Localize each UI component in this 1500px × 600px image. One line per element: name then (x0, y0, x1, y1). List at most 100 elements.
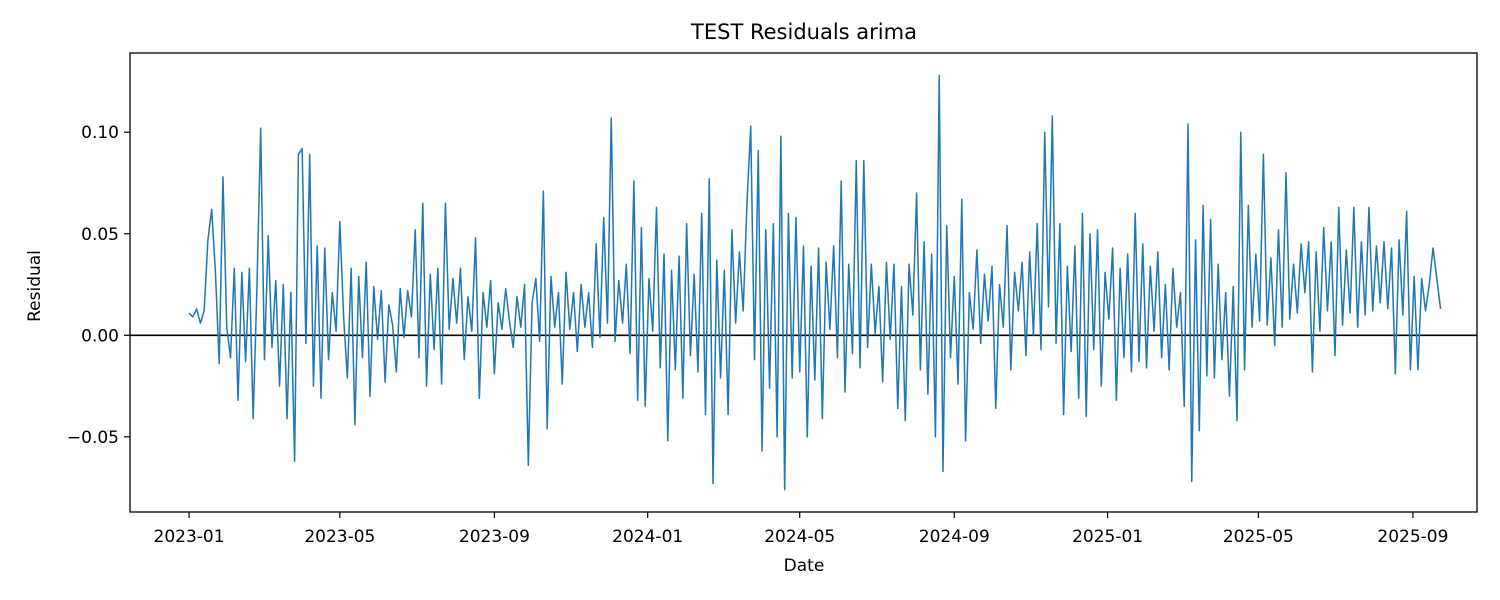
data-point (1191, 481, 1192, 482)
data-point (475, 237, 476, 238)
data-point (999, 284, 1000, 285)
data-point (1376, 245, 1377, 246)
data-point (1410, 369, 1411, 370)
data-point (317, 245, 318, 246)
data-point (1059, 223, 1060, 224)
data-point (351, 268, 352, 269)
data-point (1153, 331, 1154, 332)
data-point (916, 193, 917, 194)
y-tick-label: 0.10 (81, 123, 119, 143)
data-point (332, 292, 333, 293)
data-point (1414, 276, 1415, 277)
data-point (283, 284, 284, 285)
data-point (1357, 327, 1358, 328)
data-point (754, 359, 755, 360)
data-point (882, 381, 883, 382)
data-point (912, 314, 913, 315)
data-point (230, 357, 231, 358)
data-point (464, 359, 465, 360)
chart-title: TEST Residuals arima (690, 20, 917, 44)
data-point (588, 292, 589, 293)
plot-area (130, 74, 1477, 491)
data-point (777, 436, 778, 437)
data-point (290, 292, 291, 293)
x-tick-label: 2024-09 (919, 527, 990, 547)
data-point (1037, 223, 1038, 224)
data-point (1391, 247, 1392, 248)
data-point (1033, 335, 1034, 336)
data-point (969, 292, 970, 293)
data-point (471, 331, 472, 332)
data-point (253, 418, 254, 419)
data-point (607, 323, 608, 324)
data-point (433, 349, 434, 350)
data-point (712, 483, 713, 484)
data-point (192, 316, 193, 317)
data-point (422, 203, 423, 204)
data-point (1289, 318, 1290, 319)
data-point (528, 465, 529, 466)
data-point (1199, 430, 1200, 431)
x-tick-label: 2024-01 (612, 527, 683, 547)
data-point (245, 361, 246, 362)
data-point (1138, 361, 1139, 362)
data-point (1214, 377, 1215, 378)
data-point (1025, 355, 1026, 356)
data-point (848, 264, 849, 265)
data-point (611, 117, 612, 118)
data-point (207, 239, 208, 240)
data-point (1323, 227, 1324, 228)
data-point (1146, 367, 1147, 368)
axes: 2023-01 2023-05 2023-09 2024-01 2024-05 2024-… (67, 52, 1478, 547)
data-point (1003, 327, 1004, 328)
data-point (437, 268, 438, 269)
data-point (569, 329, 570, 330)
data-point (1263, 154, 1264, 155)
data-point (554, 327, 555, 328)
data-point (980, 343, 981, 344)
x-tick-label: 2023-05 (304, 527, 375, 547)
data-point (400, 288, 401, 289)
data-point (735, 323, 736, 324)
data-point (392, 325, 393, 326)
data-point (1440, 308, 1441, 309)
data-point (682, 398, 683, 399)
data-point (1071, 351, 1072, 352)
data-point (268, 235, 269, 236)
data-point (249, 268, 250, 269)
data-point (637, 400, 638, 401)
data-point (950, 357, 951, 358)
data-point (445, 203, 446, 204)
data-point (1123, 357, 1124, 358)
data-point (335, 331, 336, 332)
data-point (535, 278, 536, 279)
data-point (924, 241, 925, 242)
data-point (1436, 278, 1437, 279)
data-point (505, 288, 506, 289)
data-point (663, 253, 664, 254)
data-point (456, 323, 457, 324)
x-axis-title: Date (784, 556, 825, 576)
data-point (1319, 331, 1320, 332)
data-point (388, 304, 389, 305)
data-point (1202, 205, 1203, 206)
data-point (1184, 406, 1185, 407)
data-point (1172, 268, 1173, 269)
data-point (369, 396, 370, 397)
data-point (965, 440, 966, 441)
data-point (890, 339, 891, 340)
data-point (818, 247, 819, 248)
data-point (479, 398, 480, 399)
data-point (633, 180, 634, 181)
data-point (716, 260, 717, 261)
data-point (743, 310, 744, 311)
data-point (961, 199, 962, 200)
data-point (1221, 359, 1222, 360)
data-point (1240, 132, 1241, 133)
data-point (803, 245, 804, 246)
data-point (539, 341, 540, 342)
data-point (780, 136, 781, 137)
data-point (1169, 369, 1170, 370)
